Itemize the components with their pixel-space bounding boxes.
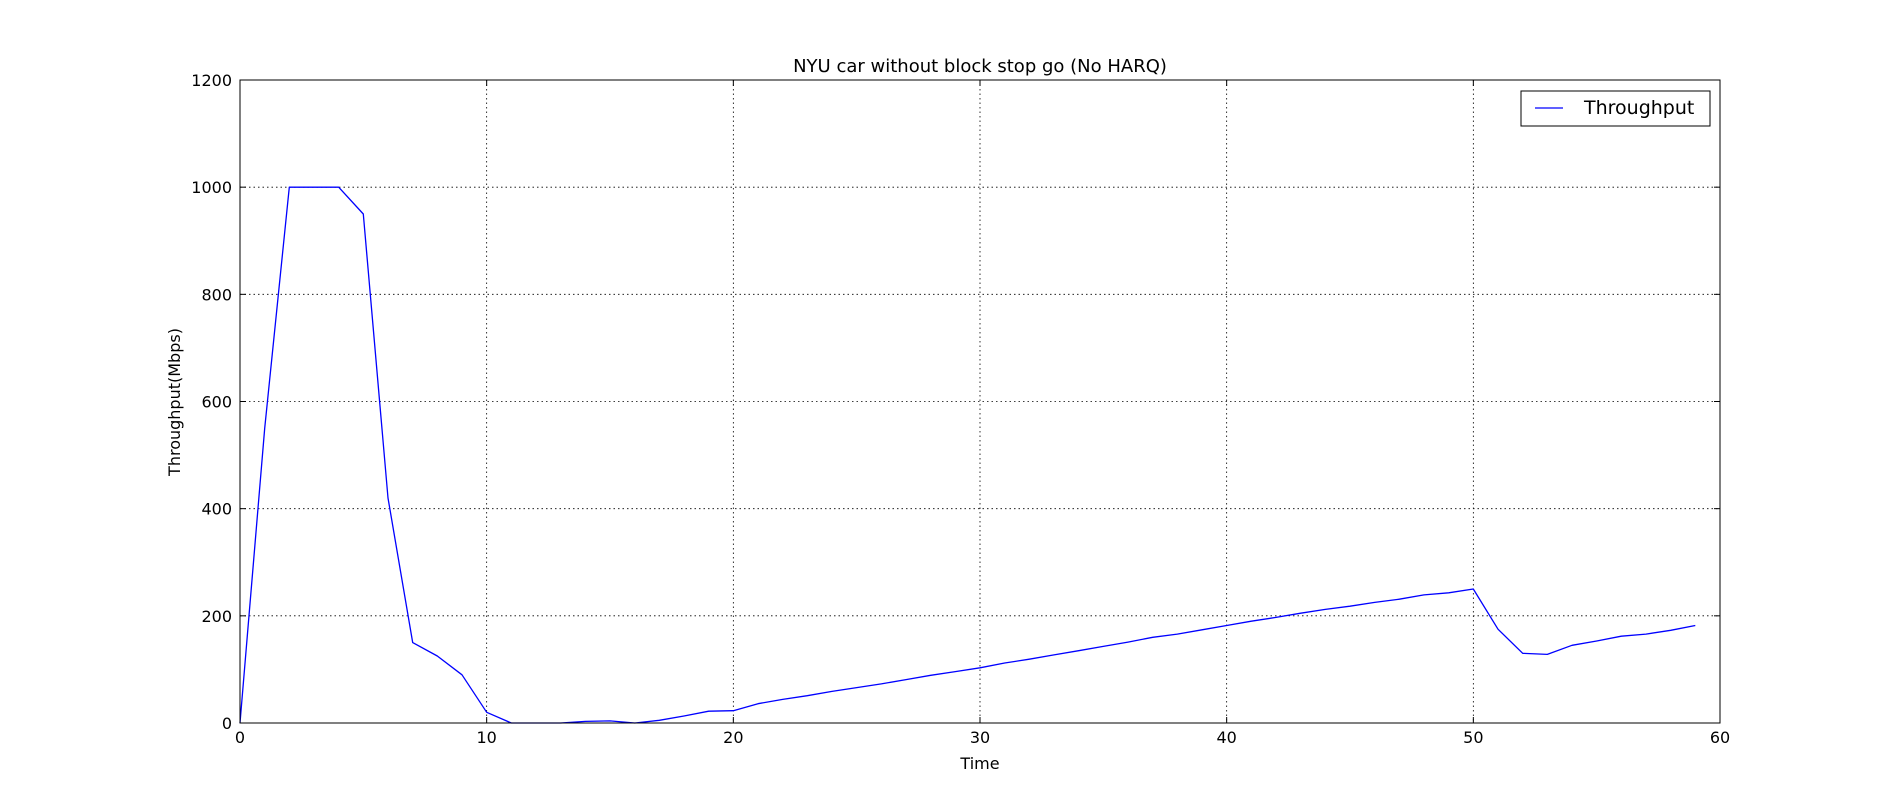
- x-tick-label: 0: [235, 728, 245, 747]
- chart-title: NYU car without block stop go (No HARQ): [793, 56, 1167, 77]
- y-tick-label: 1200: [191, 71, 232, 90]
- x-tick-label: 50: [1463, 728, 1483, 747]
- x-tick-label: 30: [970, 728, 990, 747]
- y-tick-label: 600: [201, 393, 232, 412]
- legend: Throughput: [1520, 90, 1711, 127]
- x-tick-label: 60: [1710, 728, 1730, 747]
- series-line-throughput: [239, 186, 1696, 724]
- y-tick-label: 200: [201, 607, 232, 626]
- x-tick-label: 20: [723, 728, 743, 747]
- x-axis-label: Time: [959, 754, 999, 773]
- y-tick-label: 800: [201, 285, 232, 304]
- y-tick-label: 400: [201, 500, 232, 519]
- x-tick-label: 10: [476, 728, 496, 747]
- y-tick-label: 0: [222, 714, 232, 733]
- y-axis-label: Throughput(Mbps): [165, 328, 184, 477]
- y-tick-label: 1000: [191, 178, 232, 197]
- legend-entry-throughput: Throughput: [1583, 97, 1694, 119]
- series-layer: [239, 186, 1696, 724]
- x-tick-label: 40: [1216, 728, 1236, 747]
- grid-lines: [240, 80, 1720, 723]
